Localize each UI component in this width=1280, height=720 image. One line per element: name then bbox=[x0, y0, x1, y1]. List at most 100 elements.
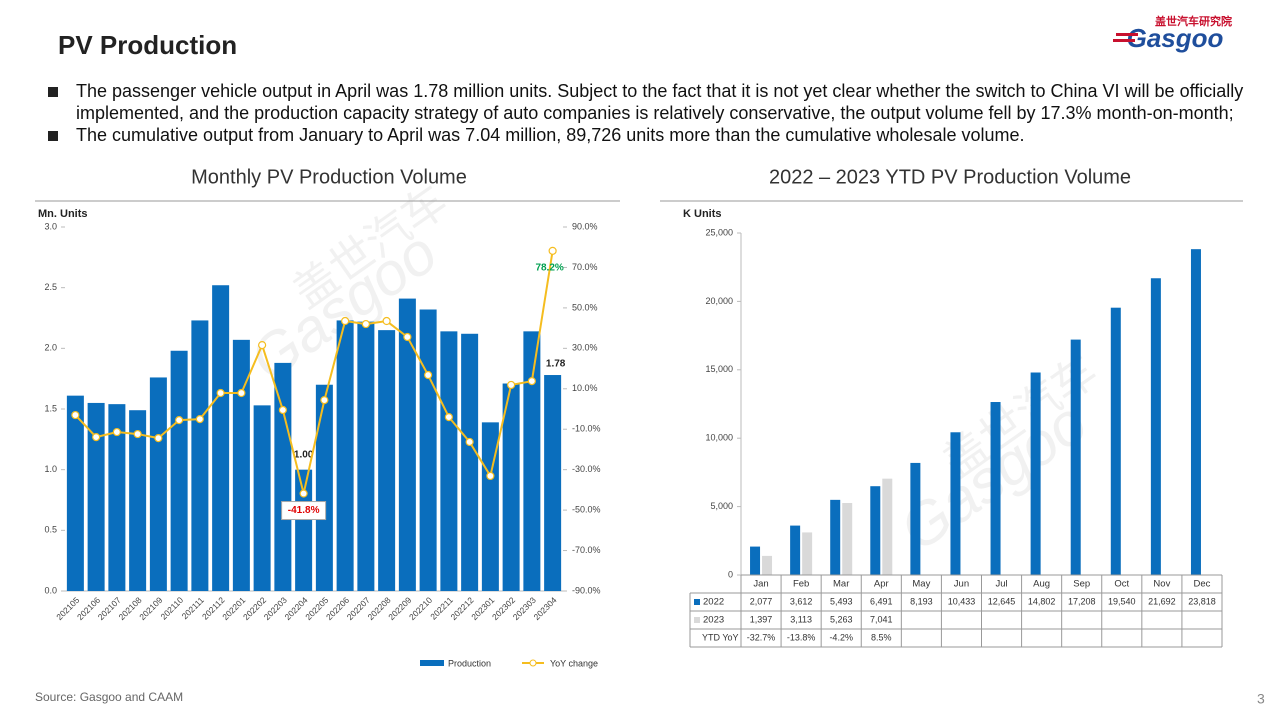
line-point bbox=[133, 429, 142, 439]
bar bbox=[950, 432, 961, 575]
bar bbox=[170, 350, 188, 591]
legend-swatch bbox=[694, 599, 700, 605]
x-tick-label: 202210 bbox=[407, 595, 434, 622]
y-tick-label: 5,000 bbox=[710, 501, 733, 511]
line-point bbox=[361, 319, 370, 329]
y2-tick-label: -90.0% bbox=[572, 585, 601, 595]
legend-label: 2023 bbox=[703, 615, 724, 626]
bar bbox=[1110, 307, 1121, 575]
line-point bbox=[175, 416, 184, 425]
legend-swatch bbox=[694, 617, 700, 623]
bar bbox=[108, 404, 126, 591]
line-point bbox=[527, 376, 536, 386]
bar bbox=[315, 384, 333, 591]
x-tick-label: Oct bbox=[1114, 579, 1129, 590]
bullet: The passenger vehicle output in April wa… bbox=[46, 80, 1251, 124]
x-tick-label: Mar bbox=[833, 579, 849, 590]
x-tick-label: 202304 bbox=[531, 595, 558, 622]
bar bbox=[1070, 339, 1081, 575]
y-tick-label: 0 bbox=[728, 569, 733, 579]
bar bbox=[990, 402, 1001, 575]
chart-title: 2022 – 2023 YTD PV Production Volume bbox=[769, 166, 1131, 188]
bar bbox=[66, 395, 84, 591]
logo-en: Gasgoo bbox=[1127, 23, 1224, 53]
y2-tick-label: 30.0% bbox=[572, 343, 598, 353]
y-tick-label: 10,000 bbox=[705, 433, 733, 443]
page-number: 3 bbox=[1257, 691, 1265, 707]
table-cell: 7,041 bbox=[870, 614, 893, 624]
y2-tick-label: 10.0% bbox=[572, 383, 598, 393]
y2-tick-label: -70.0% bbox=[572, 545, 601, 555]
table-cell: 17,208 bbox=[1068, 596, 1096, 606]
table-row-label: YTD YoY bbox=[702, 632, 739, 642]
bar bbox=[129, 410, 147, 591]
y-tick-label: 2.0 bbox=[44, 343, 57, 353]
line-point bbox=[258, 340, 267, 350]
line-point bbox=[299, 489, 308, 498]
bar bbox=[882, 478, 893, 575]
y-tick-label: 1.0 bbox=[44, 464, 57, 474]
bar bbox=[440, 331, 458, 591]
y2-tick-label: -50.0% bbox=[572, 504, 601, 514]
data-label: 1.00 bbox=[294, 449, 314, 460]
line-point bbox=[444, 412, 453, 422]
line-point bbox=[92, 433, 101, 442]
data-label: 1.78 bbox=[546, 359, 566, 370]
table-cell: 5,263 bbox=[830, 614, 853, 624]
y-tick-label: 3.0 bbox=[44, 221, 57, 231]
table-cell: 10,433 bbox=[948, 596, 976, 606]
line-point bbox=[548, 246, 557, 255]
bar bbox=[1150, 278, 1161, 575]
logo-stripe bbox=[1116, 33, 1138, 36]
bar bbox=[481, 422, 499, 591]
logo-cn: 盖世汽车研究院 bbox=[1155, 14, 1232, 28]
table-cell: 2,077 bbox=[750, 596, 773, 606]
bar bbox=[336, 320, 354, 591]
x-tick-label: Nov bbox=[1153, 579, 1170, 590]
bar bbox=[274, 362, 292, 591]
bar bbox=[212, 285, 230, 591]
line-point bbox=[216, 388, 225, 398]
line-point bbox=[424, 370, 433, 380]
y2-tick-label: -10.0% bbox=[572, 424, 601, 434]
table-cell: 23,818 bbox=[1188, 596, 1216, 606]
table-cell: 3,612 bbox=[790, 596, 813, 606]
x-tick-label: Jun bbox=[954, 579, 969, 590]
source: Source: Gasgoo and CAAM bbox=[35, 690, 183, 704]
table-cell: 12,645 bbox=[988, 596, 1016, 606]
line-point bbox=[195, 415, 204, 424]
x-tick-label: 202110 bbox=[158, 595, 185, 622]
bar bbox=[870, 486, 881, 575]
line-point bbox=[341, 316, 350, 326]
line-point bbox=[382, 316, 391, 326]
y-tick-label: 25,000 bbox=[705, 227, 733, 237]
y-axis-label: K Units bbox=[683, 208, 722, 220]
table-cell: 8.5% bbox=[871, 632, 892, 642]
line-point bbox=[112, 427, 121, 437]
bar bbox=[762, 555, 773, 575]
bar bbox=[191, 320, 209, 591]
bar bbox=[750, 546, 761, 575]
y-tick-label: 15,000 bbox=[705, 364, 733, 374]
bar bbox=[842, 503, 853, 575]
table-cell: 1,397 bbox=[750, 614, 773, 624]
bar bbox=[149, 377, 167, 591]
bullet-list: The passenger vehicle output in April wa… bbox=[46, 80, 1251, 146]
bar bbox=[378, 330, 396, 591]
legend-label: 2022 bbox=[703, 597, 724, 608]
bar bbox=[544, 375, 562, 591]
line-point bbox=[71, 410, 80, 420]
legend-label: YoY change bbox=[550, 658, 598, 668]
y2-tick-label: 50.0% bbox=[572, 302, 598, 312]
legend-marker bbox=[529, 659, 537, 667]
line-point bbox=[465, 437, 474, 447]
slide-title: PV Production bbox=[58, 30, 237, 60]
table-cell: 5,493 bbox=[830, 596, 853, 606]
x-tick-label: Dec bbox=[1194, 579, 1211, 590]
table-cell: 6,491 bbox=[870, 596, 893, 606]
bar bbox=[398, 298, 416, 591]
bar bbox=[232, 339, 250, 591]
x-tick-label: Apr bbox=[874, 579, 889, 590]
bullet: The cumulative output from January to Ap… bbox=[46, 124, 1251, 146]
